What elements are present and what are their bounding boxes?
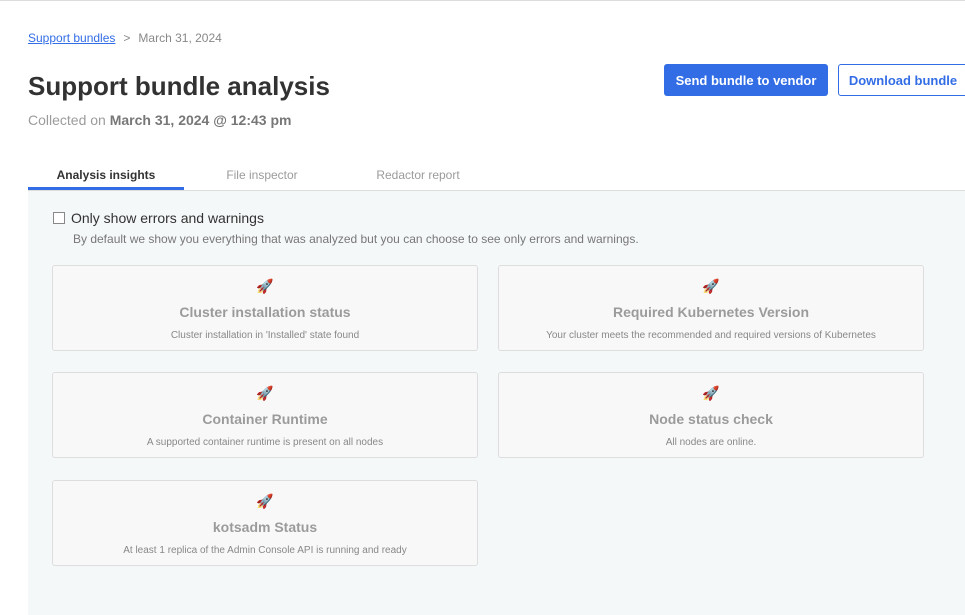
insight-title: Required Kubernetes Version (612, 304, 810, 320)
tab-redactor-report[interactable]: Redactor report (376, 168, 460, 182)
rocket-icon: 🚀 (256, 385, 274, 401)
insight-title: kotsadm Status (212, 519, 318, 535)
insight-description: Cluster installation in 'Installed' stat… (170, 330, 360, 341)
checkbox-label: Only show errors and warnings (71, 210, 264, 226)
rocket-icon: 🚀 (702, 278, 720, 294)
insight-card: 🚀 Container Runtime A supported container … (52, 372, 478, 458)
breadcrumb-support-bundles-link[interactable]: Support bundles (28, 31, 116, 45)
insight-card: 🚀 kotsadm Status At least 1 replica of the… (52, 480, 478, 566)
insight-card: 🚀 Required Kubernetes Version Your cluster… (498, 265, 924, 351)
tab-bar: Analysis insights File inspector Redacto… (28, 161, 965, 191)
send-bundle-button[interactable]: Send bundle to vendor (664, 64, 828, 96)
checkbox-box[interactable] (53, 212, 65, 224)
collected-on: Collected on March 31, 2024 @ 12:43 pm (28, 112, 291, 128)
insight-description: At least 1 replica of the Admin Console … (123, 545, 407, 556)
insight-title: Cluster installation status (179, 304, 351, 320)
insight-card: 🚀 Cluster installation status Cluster inst… (52, 265, 478, 351)
rocket-icon: 🚀 (256, 493, 274, 509)
errors-only-checkbox[interactable]: Only show errors and warnings (53, 210, 264, 226)
download-bundle-button[interactable]: Download bundle (838, 64, 965, 96)
breadcrumb-separator: > (123, 31, 131, 45)
collected-value: March 31, 2024 @ 12:43 pm (109, 112, 292, 128)
insight-description: A supported container runtime is present… (146, 437, 384, 448)
rocket-icon: 🚀 (256, 278, 274, 294)
filter-description: By default we show you everything that w… (73, 232, 639, 246)
breadcrumb-current: March 31, 2024 (138, 31, 222, 45)
page-title: Support bundle analysis (28, 71, 330, 101)
insight-title: Container Runtime (202, 411, 328, 427)
insight-card: 🚀 Node status check All nodes are online. (498, 372, 924, 458)
tab-file-inspector[interactable]: File inspector (226, 168, 298, 182)
collected-label: Collected on (28, 112, 106, 128)
insight-title: Node status check (649, 411, 773, 427)
tab-analysis-insights[interactable]: Analysis insights (28, 161, 184, 190)
insights-panel: Only show errors and warnings By default… (28, 191, 965, 615)
insight-description: All nodes are online. (665, 437, 757, 448)
breadcrumb: Support bundles > March 31, 2024 (28, 31, 222, 45)
insight-description: Your cluster meets the recommended and r… (546, 330, 876, 341)
rocket-icon: 🚀 (702, 385, 720, 401)
